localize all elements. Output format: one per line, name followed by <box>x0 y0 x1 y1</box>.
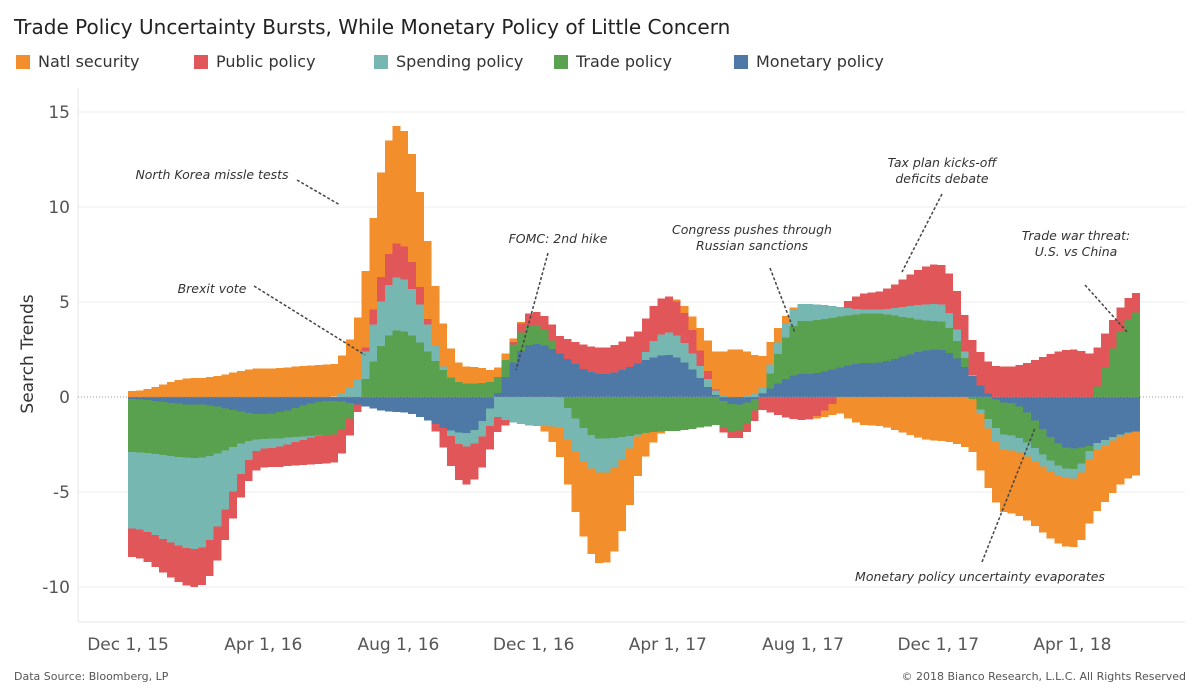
legend-label-public-policy: Public policy <box>216 52 316 71</box>
area-series-monetary-policy <box>128 343 1140 449</box>
annotation-1: North Korea missle tests <box>135 167 341 206</box>
annotation-7: Monetary policy uncertainty evaporates <box>855 427 1105 584</box>
annotation-pointer <box>253 285 366 356</box>
area-series-trade-policy <box>128 312 1140 470</box>
annotation-text: North Korea missle tests <box>135 167 289 182</box>
y-tick-label: -5 <box>53 483 70 503</box>
x-tick-label: Apr 1, 16 <box>224 635 302 655</box>
stacked-areas <box>128 125 1140 587</box>
y-tick-label: 10 <box>48 198 70 218</box>
x-tick-label: Apr 1, 18 <box>1033 635 1111 655</box>
x-tick-label: Aug 1, 17 <box>762 635 844 655</box>
x-tick-label: Dec 1, 17 <box>897 635 979 655</box>
area-series-natl-security <box>128 125 1140 564</box>
legend-item-public-policy[interactable]: Public policy <box>194 52 316 71</box>
area-series-spending-policy <box>128 277 1133 549</box>
legend-item-monetary-policy[interactable]: Monetary policy <box>734 52 884 71</box>
x-tick-label: Dec 1, 15 <box>87 635 169 655</box>
annotation-text: Congress pushes through Russian sanctions <box>672 222 832 253</box>
y-axis: 15 10 5 0 -5 -10 <box>42 103 70 598</box>
annotation-text: Brexit vote <box>178 281 247 296</box>
annotation-pointer <box>296 179 341 206</box>
legend-item-spending-policy[interactable]: Spending policy <box>374 52 523 71</box>
x-tick-label: Dec 1, 16 <box>493 635 575 655</box>
copyright: © 2018 Bianco Research, L.L.C. All Right… <box>901 670 1186 683</box>
annotation-text: Tax plan kicks-off deficits debate <box>888 155 999 186</box>
legend: Natl security Public policy Spending pol… <box>0 52 1200 76</box>
chart-title: Trade Policy Uncertainty Bursts, While M… <box>14 15 731 39</box>
y-tick-label: 15 <box>48 103 70 123</box>
legend-label-trade-policy: Trade policy <box>576 52 672 71</box>
annotation-2: Brexit vote <box>178 281 366 356</box>
annotation-text: FOMC: 2nd hike <box>509 231 608 246</box>
y-tick-label: 5 <box>59 293 70 313</box>
annotation-pointer <box>515 252 549 371</box>
annotation-5: Tax plan kicks-off deficits debate <box>888 155 999 273</box>
legend-swatch-public-policy <box>194 54 208 69</box>
annotations: North Korea missle tests Brexit vote FOMC:… <box>135 155 1130 584</box>
legend-item-trade-policy[interactable]: Trade policy <box>554 52 672 71</box>
y-tick-label: -10 <box>42 578 70 598</box>
x-axis: Dec 1, 15 Apr 1, 16 Aug 1, 16 Dec 1, 16 Apr … <box>87 635 1111 655</box>
legend-swatch-natl-security <box>16 54 30 69</box>
annotation-pointer <box>1084 284 1129 334</box>
legend-swatch-spending-policy <box>374 54 388 69</box>
annotation-3: FOMC: 2nd hike <box>509 231 608 371</box>
annotation-text: Monetary policy uncertainty evaporates <box>855 569 1105 584</box>
legend-label-spending-policy: Spending policy <box>396 52 524 71</box>
legend-label-natl-security: Natl security <box>38 52 140 71</box>
annotation-pointer <box>901 193 943 273</box>
legend-label-monetary-policy: Monetary policy <box>756 52 884 71</box>
annotation-6: Trade war threat: U.S. vs China <box>1022 228 1130 334</box>
x-tick-label: Aug 1, 16 <box>358 635 440 655</box>
x-tick-label: Apr 1, 17 <box>629 635 707 655</box>
data-source: Data Source: Bloomberg, LP <box>14 670 169 683</box>
y-axis-label: Search Trends <box>18 294 38 413</box>
annotation-pointer <box>981 427 1036 563</box>
annotation-text: Trade war threat: U.S. vs China <box>1022 228 1130 259</box>
legend-swatch-monetary-policy <box>734 54 748 69</box>
legend-item-natl-security[interactable]: Natl security <box>16 52 139 71</box>
annotation-4: Congress pushes through Russian sanctions <box>672 222 832 334</box>
y-tick-label: 0 <box>59 388 70 408</box>
annotation-pointer <box>769 267 796 334</box>
legend-swatch-trade-policy <box>554 54 568 69</box>
